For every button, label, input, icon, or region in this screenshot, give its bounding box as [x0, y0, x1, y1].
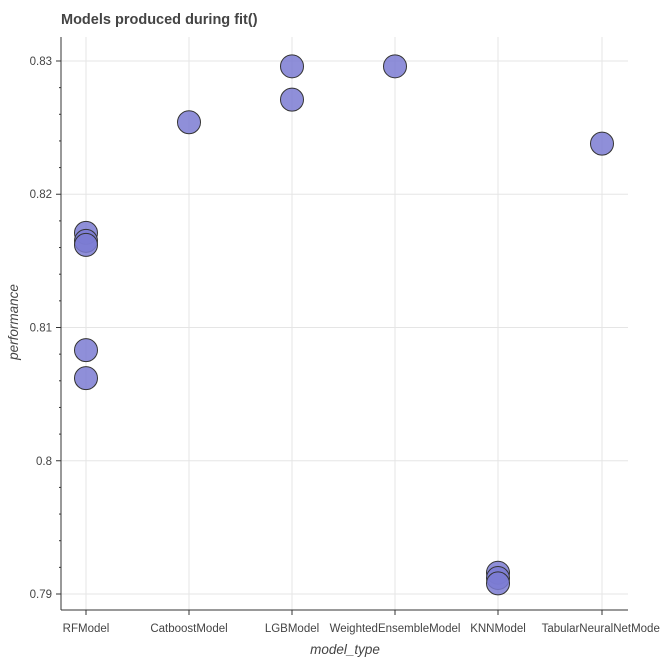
y-axis-label: performance: [6, 284, 21, 361]
scatter-point: [74, 232, 98, 257]
y-tick-label: 0.81: [30, 322, 52, 334]
y-tick-label: 0.8: [36, 456, 52, 468]
x-tick-label: KNNModel: [470, 623, 526, 635]
scatter-point: [177, 110, 201, 135]
scatter-point: [486, 571, 510, 596]
scatter-point: [590, 131, 614, 156]
chart-title: Models produced during fit(): [61, 12, 258, 28]
axis-ticks: 0.79 0.8 0.81 0.82 0.83 RFModel CatboostModel L…: [30, 56, 660, 635]
scatter-points: [74, 54, 614, 596]
x-tick-label: TabularNeuralNetModel: [542, 623, 660, 635]
x-tick-label: CatboostModel: [150, 623, 227, 635]
scatter-point: [74, 366, 98, 391]
x-axis-label: model_type: [310, 642, 380, 657]
y-tick-label: 0.82: [30, 189, 52, 201]
grid-lines: [61, 37, 628, 610]
scatter-point: [383, 54, 407, 79]
scatter-point: [280, 87, 304, 112]
scatter-point: [280, 54, 304, 79]
y-tick-label: 0.79: [30, 589, 52, 601]
y-tick-label: 0.83: [30, 56, 52, 68]
x-tick-label: LGBModel: [265, 623, 319, 635]
x-tick-label: RFModel: [63, 623, 110, 635]
scatter-point: [74, 338, 98, 363]
x-tick-label: WeightedEnsembleModel: [330, 623, 461, 635]
